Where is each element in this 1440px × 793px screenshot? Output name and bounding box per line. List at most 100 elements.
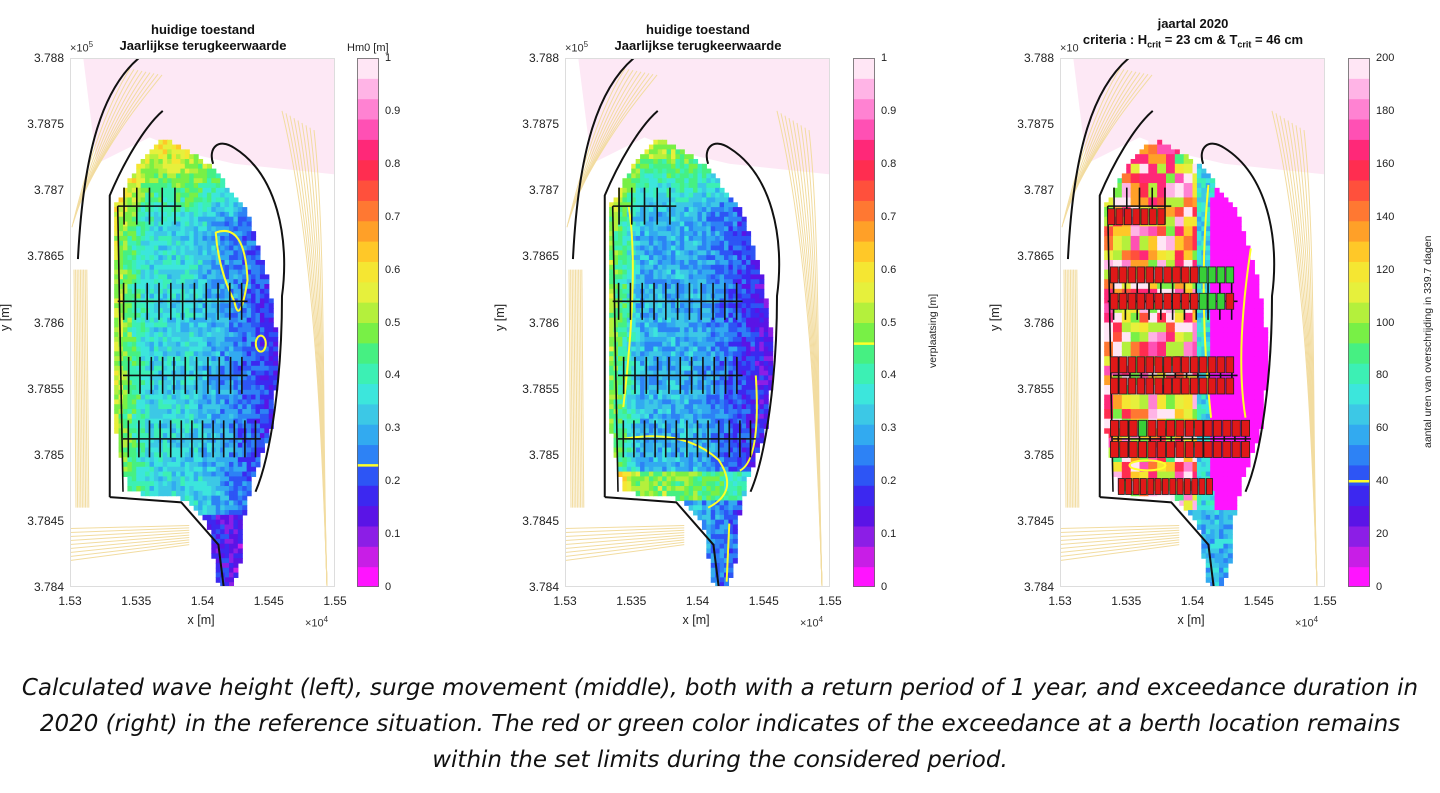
x-axis-label: x [m]: [1177, 613, 1205, 627]
colorbar-segment: [1348, 159, 1370, 181]
x-tick-label: 1.55: [1313, 594, 1337, 608]
colorbar-segment: [357, 139, 379, 161]
x-tick-label: 1.535: [1111, 594, 1142, 608]
colorbar-tick-label: 0.8: [881, 157, 897, 170]
y-exponent-label: ×105: [70, 40, 94, 55]
colorbar-segment: [357, 342, 379, 364]
colorbar-segment: [357, 383, 379, 405]
heatmap-plot: [565, 58, 830, 587]
colorbar-tick-label: 0.4: [385, 369, 401, 382]
colorbar-tick-label: 0: [881, 581, 888, 593]
colorbar-segment: [853, 525, 875, 547]
colorbar-segment: [357, 566, 379, 587]
colorbar-segment: [357, 505, 379, 527]
x-tick-label: 1.54: [685, 594, 710, 608]
colorbar: [357, 58, 379, 587]
y-tick-label: 3.7865: [522, 249, 559, 264]
colorbar-label: aantal uren van overschrijding in 339.7 …: [1422, 235, 1434, 448]
x-tick-label: 1.54: [190, 594, 215, 608]
breakwater: [1066, 58, 1276, 587]
x-tick-label: 1.545: [253, 594, 284, 608]
colorbar-segment: [357, 220, 379, 242]
colorbar-segment: [1348, 485, 1370, 507]
y-tick-label: 3.7855: [522, 381, 559, 396]
colorbar-segment: [853, 98, 875, 120]
colorbar-segment: [853, 444, 875, 466]
x-axis-label: x [m]: [682, 613, 710, 627]
colorbar-segment: [357, 180, 379, 201]
colorbar-segment: [1348, 546, 1370, 568]
y-tick-label: 3.784: [528, 580, 559, 594]
colorbar-segment: [853, 322, 875, 344]
colorbar-segment: [853, 505, 875, 527]
y-axis-label: y [m]: [988, 303, 1002, 331]
colorbar-segment: [357, 58, 379, 79]
y-tick-label: 3.7845: [1017, 513, 1054, 528]
colorbar-tick-label: 0.3: [385, 422, 401, 435]
colorbar-segment: [1348, 464, 1370, 486]
colorbar-segment: [853, 566, 875, 587]
colorbar-tick-label: 140: [1376, 210, 1395, 223]
colorbar-tick-label: 1: [881, 52, 888, 64]
sea-area: [1073, 58, 1325, 175]
colorbar-segment: [1348, 525, 1370, 547]
pier-jetties: [116, 187, 261, 492]
colorbar-segment: [1348, 78, 1370, 100]
colorbar-segment: [853, 424, 875, 446]
colorbar-segment: [357, 403, 379, 425]
colorbar-tick-label: 160: [1376, 157, 1395, 170]
y-tick-label: 3.787: [1023, 183, 1054, 198]
x-exponent-label: ×104: [800, 615, 824, 630]
colorbar-segment: [1348, 200, 1370, 222]
colorbar-segment: [853, 261, 875, 283]
y-tick-label: 3.786: [528, 315, 559, 330]
colorbar-tick-label: 100: [1376, 316, 1395, 329]
y-tick-label: 3.7855: [27, 381, 64, 396]
colorbar-segment: [357, 363, 379, 385]
colorbar-segment: [1348, 302, 1370, 323]
breakwater: [76, 58, 286, 587]
colorbar-segment: [853, 78, 875, 100]
colorbar-segment: [853, 403, 875, 425]
colorbar-segment: [853, 119, 875, 140]
colorbar-tick-label: 60: [1376, 422, 1389, 435]
colorbar-segment: [1348, 98, 1370, 120]
axes-frame: [565, 58, 830, 587]
x-tick-label: 1.55: [323, 594, 347, 608]
colorbar-segment: [357, 281, 379, 303]
y-tick-label: 3.788: [1023, 51, 1054, 65]
colorbar-segment: [853, 281, 875, 303]
colorbar-segment: [357, 78, 379, 100]
chart-subtitle: criteria : Hcrit = 23 cm & Tcrit = 46 cm: [1082, 32, 1304, 50]
colorbar-segment: [1348, 180, 1370, 201]
y-tick-label: 3.787: [528, 183, 559, 198]
colorbar-segment: [357, 525, 379, 547]
colorbar-segment: [357, 98, 379, 120]
colorbar-tick-label: 0.2: [385, 475, 401, 488]
y-tick-label: 3.7845: [27, 513, 64, 528]
colorbar-tick-label: 20: [1376, 528, 1389, 541]
colorbar-segment: [1348, 322, 1370, 344]
breakwater: [571, 58, 781, 587]
colorbar-segment: [1348, 403, 1370, 425]
y-axis-label: y [m]: [0, 303, 12, 330]
colorbar-segment: [1348, 281, 1370, 303]
colorbar-segment: [1348, 424, 1370, 446]
chart-title: huidige toestand: [151, 22, 255, 37]
colorbar-tick-label: 0.7: [881, 210, 897, 223]
colorbar-tick-label: 0.4: [881, 369, 897, 382]
colorbar-tick-label: 0.5: [881, 316, 897, 329]
colorbar-segment: [1348, 342, 1370, 364]
y-exponent-label: ×105: [565, 40, 589, 55]
y-tick-label: 3.787: [33, 183, 64, 198]
x-tick-label: 1.54: [1180, 594, 1205, 608]
y-tick-label: 3.7875: [1017, 117, 1054, 132]
y-tick-label: 3.785: [33, 447, 64, 462]
y-tick-label: 3.784: [33, 580, 64, 594]
colorbar-segment: [853, 546, 875, 568]
colorbar-segment: [853, 485, 875, 507]
x-tick-label: 1.545: [748, 594, 779, 608]
colorbar-tick-label: 0.5: [385, 316, 401, 329]
colorbar-segment: [853, 139, 875, 161]
x-tick-label: 1.545: [1243, 594, 1274, 608]
